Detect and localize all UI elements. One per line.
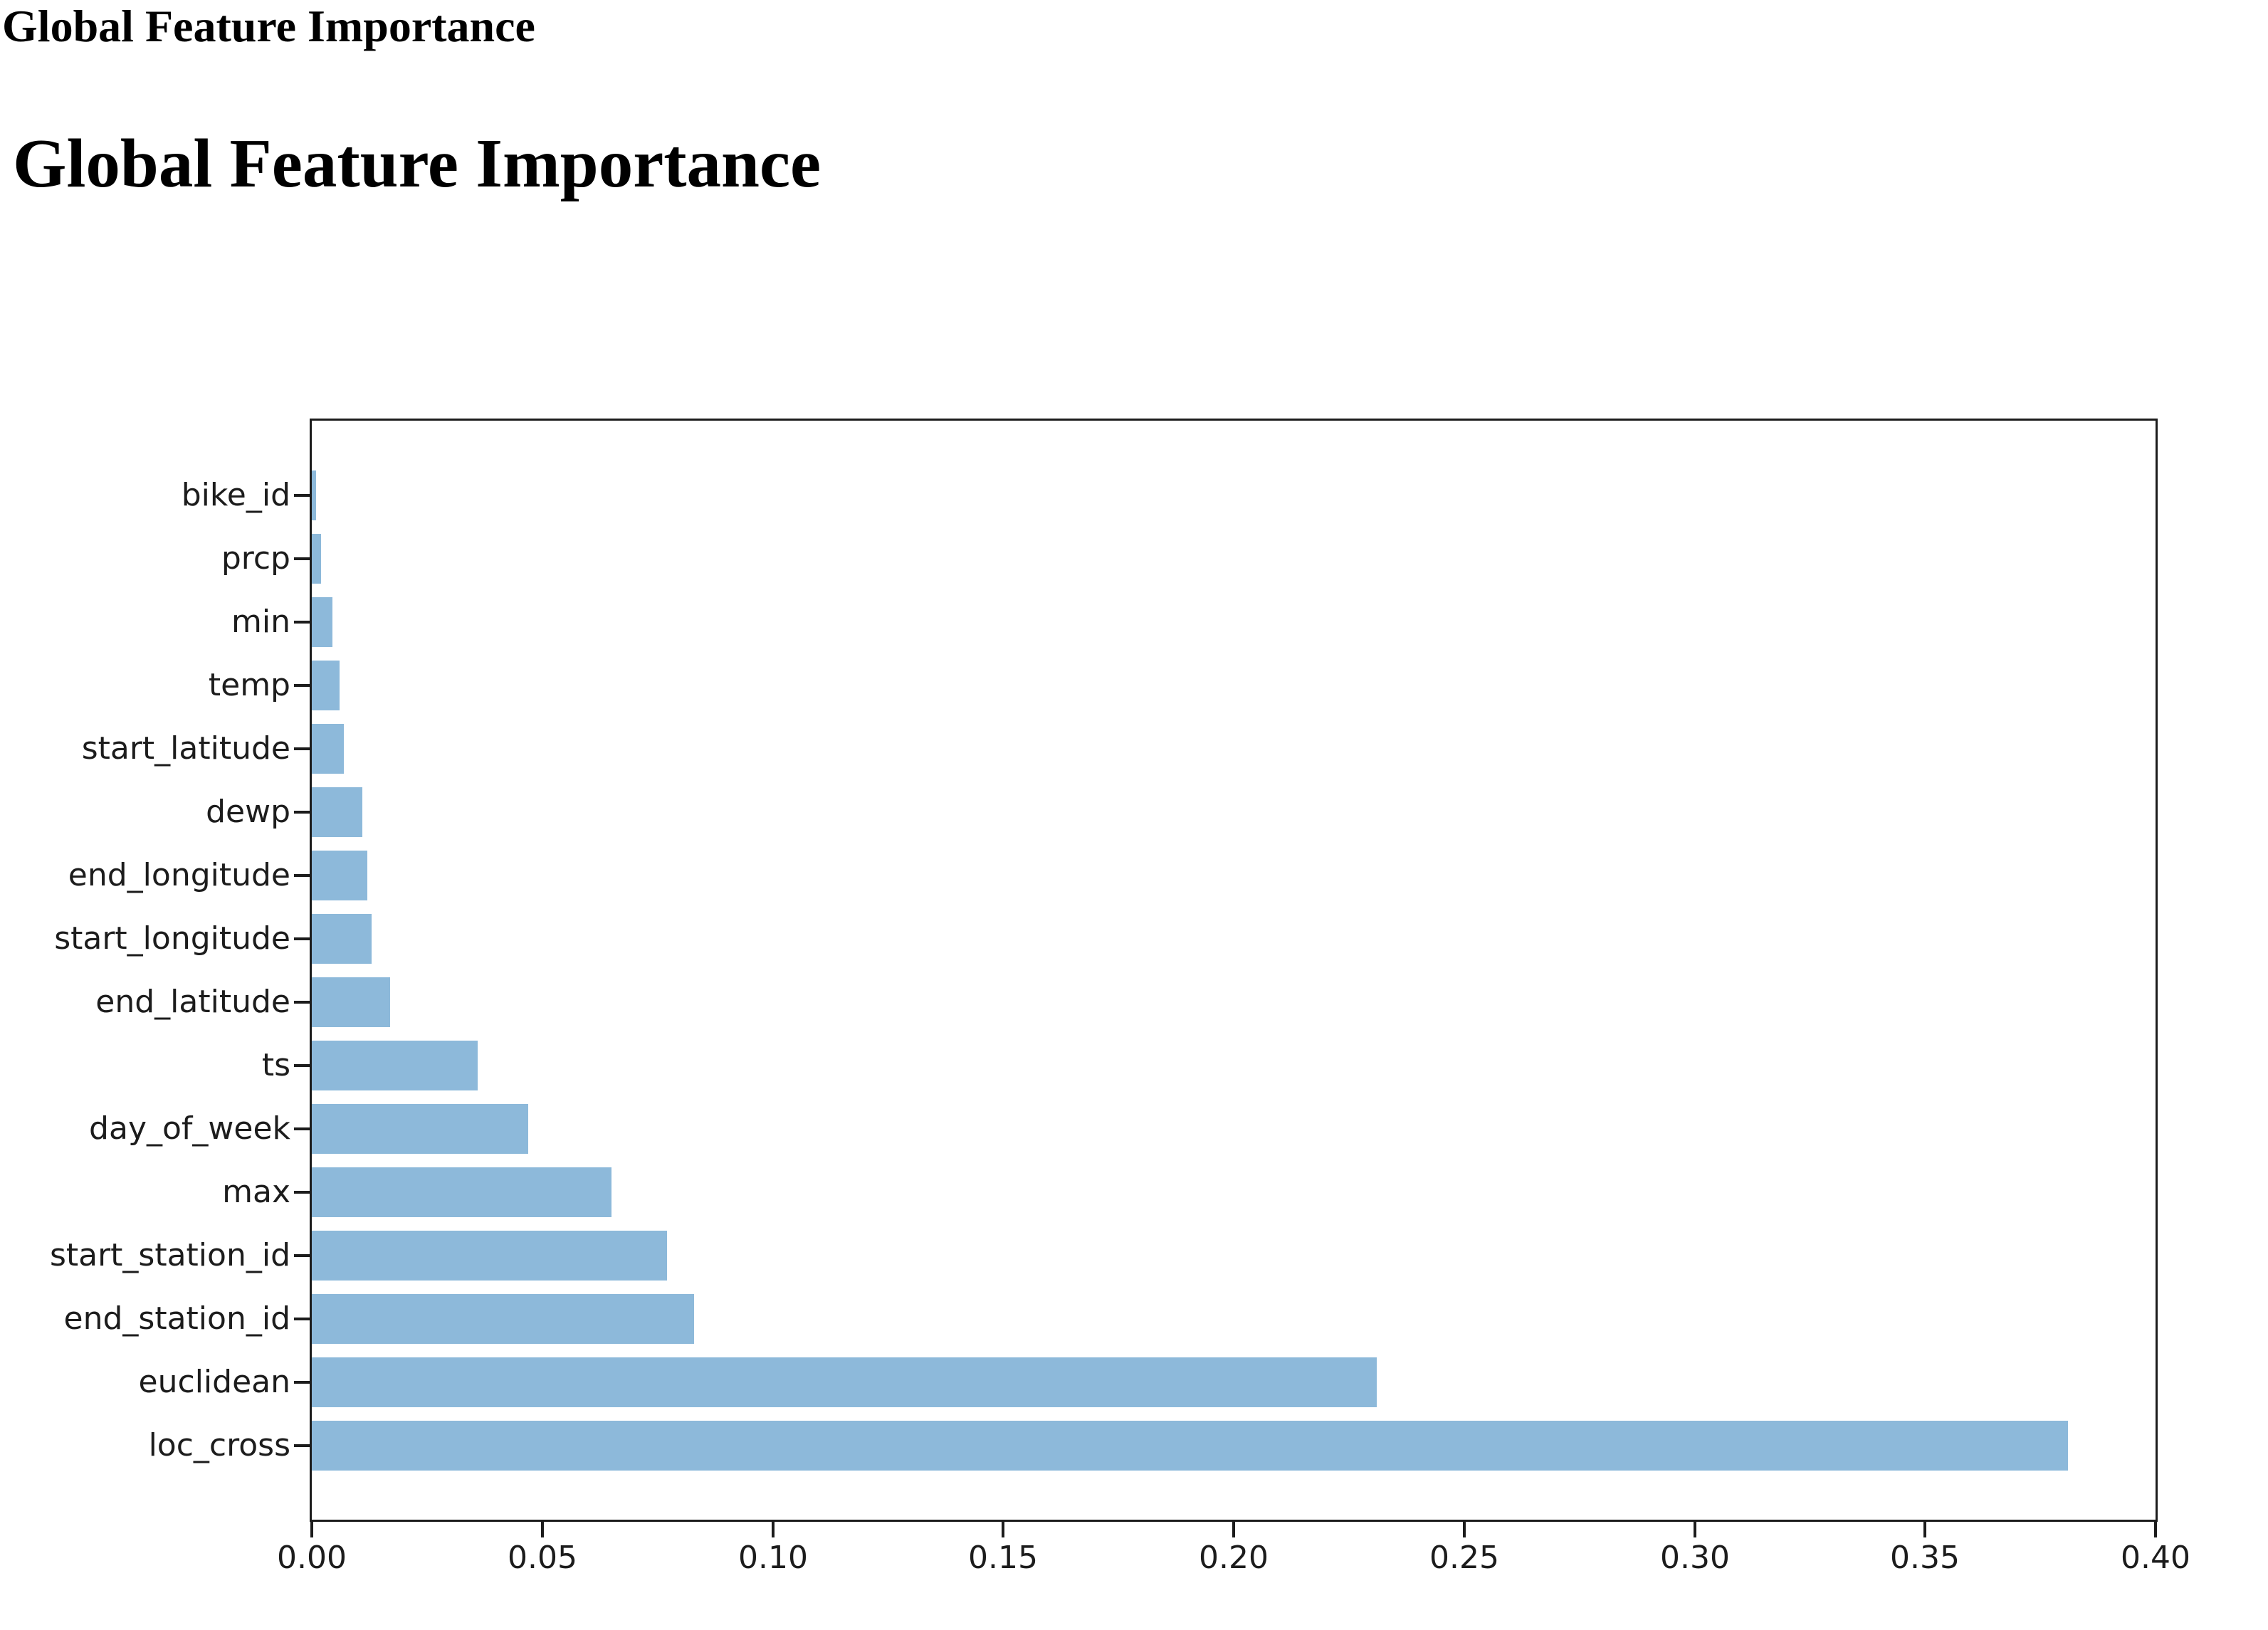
y-tick-euclidean [294,1381,310,1384]
y-tick-label-end_longitude: end_longitude [68,857,290,893]
y-tick-min [294,621,310,624]
y-tick-start_longitude [294,937,310,940]
x-tick-0.10 [772,1522,775,1537]
bar-dewp [312,787,362,837]
y-tick-end_station_id [294,1318,310,1320]
x-tick-label-0.30: 0.30 [1660,1540,1730,1576]
bar-prcp [312,534,321,584]
y-tick-prcp [294,557,310,560]
x-tick-label-0.00: 0.00 [277,1540,347,1576]
x-tick-0.40 [2154,1522,2157,1537]
bar-start_longitude [312,914,372,964]
y-tick-end_longitude [294,874,310,877]
x-tick-label-0.35: 0.35 [1890,1540,1960,1576]
y-tick-dewp [294,811,310,814]
x-tick-label-0.05: 0.05 [508,1540,577,1576]
y-tick-loc_cross [294,1444,310,1447]
y-tick-end_latitude [294,1001,310,1004]
bar-end_longitude [312,851,367,900]
y-tick-temp [294,684,310,687]
y-tick-label-prcp: prcp [221,540,290,577]
y-tick-label-end_latitude: end_latitude [95,984,290,1020]
x-tick-label-0.40: 0.40 [2121,1540,2190,1576]
x-tick-label-0.25: 0.25 [1429,1540,1499,1576]
y-tick-label-start_station_id: start_station_id [49,1237,290,1273]
x-tick-label-0.15: 0.15 [968,1540,1038,1576]
x-tick-label-0.20: 0.20 [1199,1540,1269,1576]
x-tick-0.00 [310,1522,313,1537]
y-tick-ts [294,1064,310,1067]
bar-temp [312,661,340,710]
y-tick-label-max: max [222,1174,290,1210]
y-tick-bike_id [294,494,310,497]
x-tick-0.25 [1463,1522,1466,1537]
y-tick-label-bike_id: bike_id [181,477,290,513]
bar-euclidean [312,1357,1377,1407]
bar-max [312,1167,611,1217]
y-tick-label-end_station_id: end_station_id [63,1300,290,1337]
bar-ts [312,1041,478,1090]
y-tick-label-start_latitude: start_latitude [81,730,290,767]
bar-min [312,597,332,647]
bar-end_latitude [312,977,390,1027]
page-title: Global Feature Importance [13,125,821,201]
y-tick-max [294,1191,310,1194]
bar-start_station_id [312,1231,667,1281]
y-tick-label-loc_cross: loc_cross [148,1427,290,1463]
y-tick-day_of_week [294,1127,310,1130]
x-tick-0.20 [1232,1522,1235,1537]
y-tick-label-temp: temp [208,667,290,703]
y-tick-start_station_id [294,1254,310,1257]
y-tick-label-dewp: dewp [206,794,290,830]
y-tick-label-euclidean: euclidean [138,1364,290,1400]
bar-loc_cross [312,1421,2068,1471]
x-tick-0.15 [1002,1522,1004,1537]
y-tick-label-day_of_week: day_of_week [89,1110,290,1147]
small-heading: Global Feature Importance [2,1,535,51]
y-tick-label-start_longitude: start_longitude [54,920,290,957]
x-tick-0.05 [541,1522,544,1537]
y-tick-label-ts: ts [261,1047,290,1083]
bar-end_station_id [312,1294,694,1344]
x-tick-label-0.10: 0.10 [738,1540,808,1576]
bar-bike_id [312,470,316,520]
x-tick-0.35 [1923,1522,1926,1537]
y-tick-start_latitude [294,747,310,750]
bar-start_latitude [312,724,344,774]
x-tick-0.30 [1694,1522,1696,1537]
bar-day_of_week [312,1104,528,1154]
y-tick-label-min: min [231,604,290,640]
